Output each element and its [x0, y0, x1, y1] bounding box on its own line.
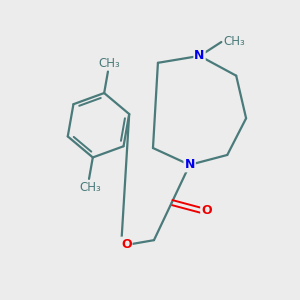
Text: CH₃: CH₃: [79, 181, 101, 194]
Text: N: N: [194, 50, 205, 62]
Text: CH₃: CH₃: [223, 34, 245, 47]
Text: O: O: [201, 204, 212, 217]
Text: CH₃: CH₃: [98, 57, 120, 70]
Text: N: N: [184, 158, 195, 171]
Text: O: O: [121, 238, 131, 250]
